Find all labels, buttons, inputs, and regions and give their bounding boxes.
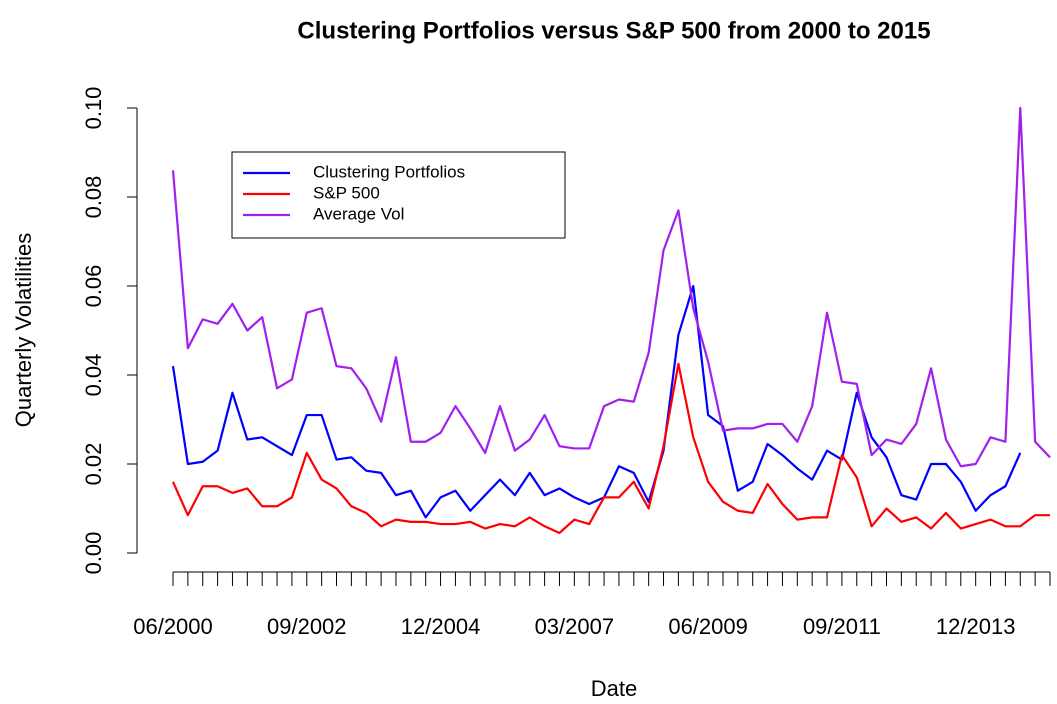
y-tick-label: 0.08 [81, 176, 106, 219]
legend-label: Average Vol [313, 204, 404, 223]
x-tick-label: 03/2007 [535, 614, 615, 639]
x-tick-label: 09/2011 [803, 614, 881, 639]
legend-label: S&P 500 [313, 183, 380, 202]
y-tick-label: 0.10 [81, 87, 106, 130]
x-axis-label: Date [591, 676, 637, 701]
series-line [171, 106, 1051, 468]
legend-label: Clustering Portfolios [313, 162, 465, 181]
series-line [171, 362, 1050, 535]
x-tick-label: 12/2004 [401, 614, 481, 639]
y-tick-label: 0.02 [81, 443, 106, 486]
x-tick-label: 06/2009 [668, 614, 748, 639]
chart-title: Clustering Portfolios versus S&P 500 fro… [297, 17, 930, 44]
y-tick-label: 0.04 [81, 354, 106, 397]
x-tick-label: 06/2000 [133, 614, 213, 639]
y-tick-label: 0.00 [81, 532, 106, 575]
y-axis-label: Quarterly Volatilities [11, 233, 36, 427]
x-tick-label: 09/2002 [267, 614, 347, 639]
series-line [171, 284, 1022, 519]
y-tick-label: 0.06 [81, 265, 106, 308]
x-tick-label: 12/2013 [936, 614, 1016, 639]
